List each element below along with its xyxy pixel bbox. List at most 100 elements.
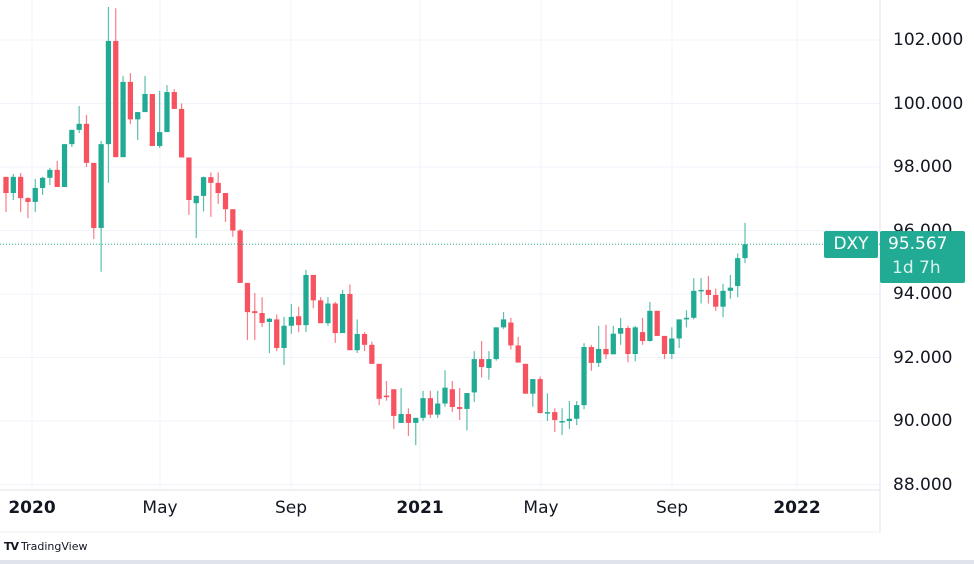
- candle-down: [274, 314, 280, 352]
- candle-body: [376, 363, 382, 399]
- candle-body: [661, 335, 668, 355]
- candle-body: [398, 414, 404, 423]
- candle-body: [617, 327, 624, 334]
- footer-divider: [0, 560, 974, 564]
- candle-body: [259, 313, 265, 323]
- candle-body: [735, 258, 741, 287]
- candle-up: [288, 304, 294, 334]
- candle-body: [449, 389, 455, 408]
- candle-up: [266, 317, 273, 354]
- candle-up: [683, 310, 690, 328]
- last-price: 95.567: [888, 234, 948, 254]
- candle-body: [310, 274, 316, 301]
- candle-up: [632, 325, 638, 362]
- tradingview-logo[interactable]: TV TradingView: [4, 540, 88, 553]
- bar-countdown: 1d 7h: [892, 258, 941, 278]
- candle-body: [164, 92, 170, 133]
- candle-body: [281, 325, 287, 348]
- candle-body: [457, 407, 463, 409]
- candle-down: [405, 408, 412, 436]
- candle-down: [332, 301, 338, 343]
- candle-down: [296, 306, 302, 333]
- candle-down: [252, 293, 258, 341]
- candle-up: [157, 90, 163, 148]
- candle-down: [244, 282, 251, 341]
- candle-down: [83, 114, 90, 167]
- x-tick-label: 2021: [396, 498, 444, 518]
- candle-body: [332, 303, 338, 334]
- x-tick-label: 2020: [8, 498, 56, 518]
- candle-up: [193, 195, 199, 239]
- candle-down: [113, 8, 119, 158]
- candle-body: [705, 289, 712, 295]
- candle-body: [676, 319, 682, 339]
- candle-up: [610, 325, 616, 355]
- candles: [3, 6, 748, 446]
- candle-body: [142, 93, 148, 113]
- y-tick-label: 90.000: [893, 411, 953, 431]
- candle-up: [691, 278, 697, 320]
- candle-body: [552, 412, 558, 421]
- candle-down: [705, 275, 712, 304]
- candle-down: [222, 193, 229, 222]
- x-tick-label: May: [523, 498, 559, 518]
- candle-body: [369, 344, 375, 364]
- candle-body: [691, 290, 697, 318]
- candle-up: [142, 75, 148, 113]
- y-tick-label: 98.000: [893, 157, 953, 177]
- candle-body: [274, 319, 280, 348]
- candle-down: [661, 335, 668, 360]
- y-tick-label: 88.000: [893, 474, 953, 495]
- candle-up: [735, 253, 741, 298]
- candle-body: [200, 177, 207, 196]
- candle-body: [237, 230, 243, 283]
- candle-up: [581, 343, 587, 410]
- candle-body: [471, 359, 477, 393]
- candle-body: [61, 144, 68, 188]
- candle-up: [742, 222, 748, 264]
- candle-body: [493, 327, 499, 360]
- candle-up: [486, 351, 492, 380]
- candle-up: [530, 379, 536, 407]
- candle-down: [427, 390, 434, 418]
- candle-up: [617, 317, 624, 345]
- candle-body: [47, 169, 53, 178]
- candle-body: [288, 316, 294, 326]
- candle-body: [91, 162, 97, 228]
- candle-up: [727, 274, 734, 299]
- candle-up: [669, 327, 675, 360]
- candle-down: [478, 340, 485, 378]
- candle-body: [486, 359, 492, 368]
- candle-up: [200, 176, 207, 212]
- candle-down: [713, 288, 719, 311]
- candle-down: [208, 172, 214, 217]
- candle-body: [559, 421, 565, 423]
- candle-up: [676, 319, 682, 348]
- candle-body: [383, 395, 390, 398]
- candle-down: [3, 176, 9, 213]
- candle-up: [574, 400, 580, 426]
- x-tick-label: 2022: [773, 498, 821, 518]
- candle-body: [149, 93, 155, 147]
- candle-up: [544, 393, 551, 421]
- candle-body: [296, 316, 302, 326]
- candle-body: [522, 363, 529, 394]
- candle-body: [361, 334, 368, 345]
- candle-down: [369, 341, 375, 364]
- candle-body: [683, 317, 690, 320]
- candle-up: [32, 179, 38, 213]
- candle-down: [215, 172, 221, 204]
- candle-body: [581, 347, 587, 406]
- candle-down: [17, 173, 24, 213]
- candle-up: [559, 408, 565, 435]
- y-tick-label: 94.000: [893, 284, 953, 304]
- grid: [0, 0, 880, 490]
- candle-body: [339, 294, 346, 334]
- candle-down: [259, 297, 265, 328]
- candle-body: [113, 40, 119, 158]
- candle-down: [603, 324, 609, 360]
- candle-up: [61, 144, 68, 188]
- candle-up: [325, 297, 331, 326]
- candle-down: [639, 317, 646, 345]
